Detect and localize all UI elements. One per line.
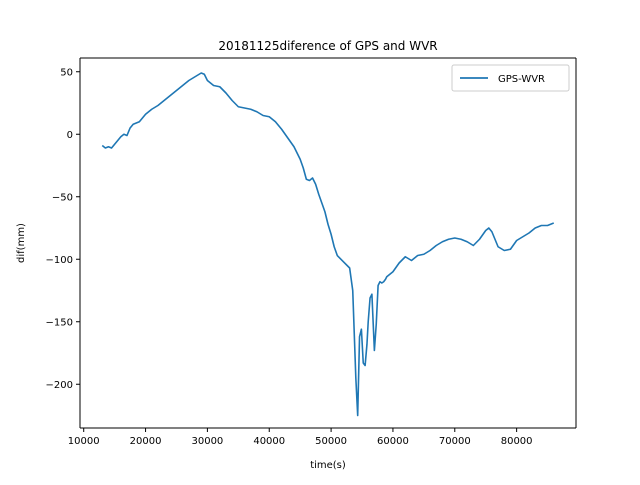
plot-area: [80, 58, 576, 428]
legend-label-gps-wvr: GPS-WVR: [498, 74, 545, 85]
x-axis-label: time(s): [310, 460, 346, 471]
series-line-gps-wvr: [101, 72, 555, 417]
y-tick-label: 0: [67, 130, 73, 141]
legend: GPS-WVR: [451, 64, 570, 92]
x-tick-label: 10000: [68, 436, 100, 447]
x-axis-ticks: 10000 20000 30000 40000 50000 60000 70000 80000: [68, 428, 533, 447]
x-tick-label: 40000: [253, 436, 285, 447]
x-tick-label: 60000: [377, 436, 409, 447]
y-axis-label: dif(mm): [16, 223, 27, 263]
x-tick-label: 50000: [315, 436, 347, 447]
series-layer: [101, 72, 555, 417]
y-axis-ticks: 50 0 −50 −100 −150 −200: [46, 67, 80, 391]
x-tick-label: 70000: [439, 436, 471, 447]
chart-title: 20181125diference of GPS and WVR: [218, 39, 437, 53]
x-tick-label: 20000: [130, 436, 162, 447]
legend-box: [451, 64, 570, 92]
y-tick-label: −200: [46, 380, 73, 391]
x-tick-label: 80000: [501, 436, 533, 447]
y-tick-label: −100: [46, 255, 73, 266]
y-tick-label: 50: [60, 67, 73, 78]
y-tick-label: −50: [52, 192, 73, 203]
x-tick-label: 30000: [191, 436, 223, 447]
y-tick-label: −150: [46, 317, 73, 328]
plot-frame: [79, 57, 577, 429]
